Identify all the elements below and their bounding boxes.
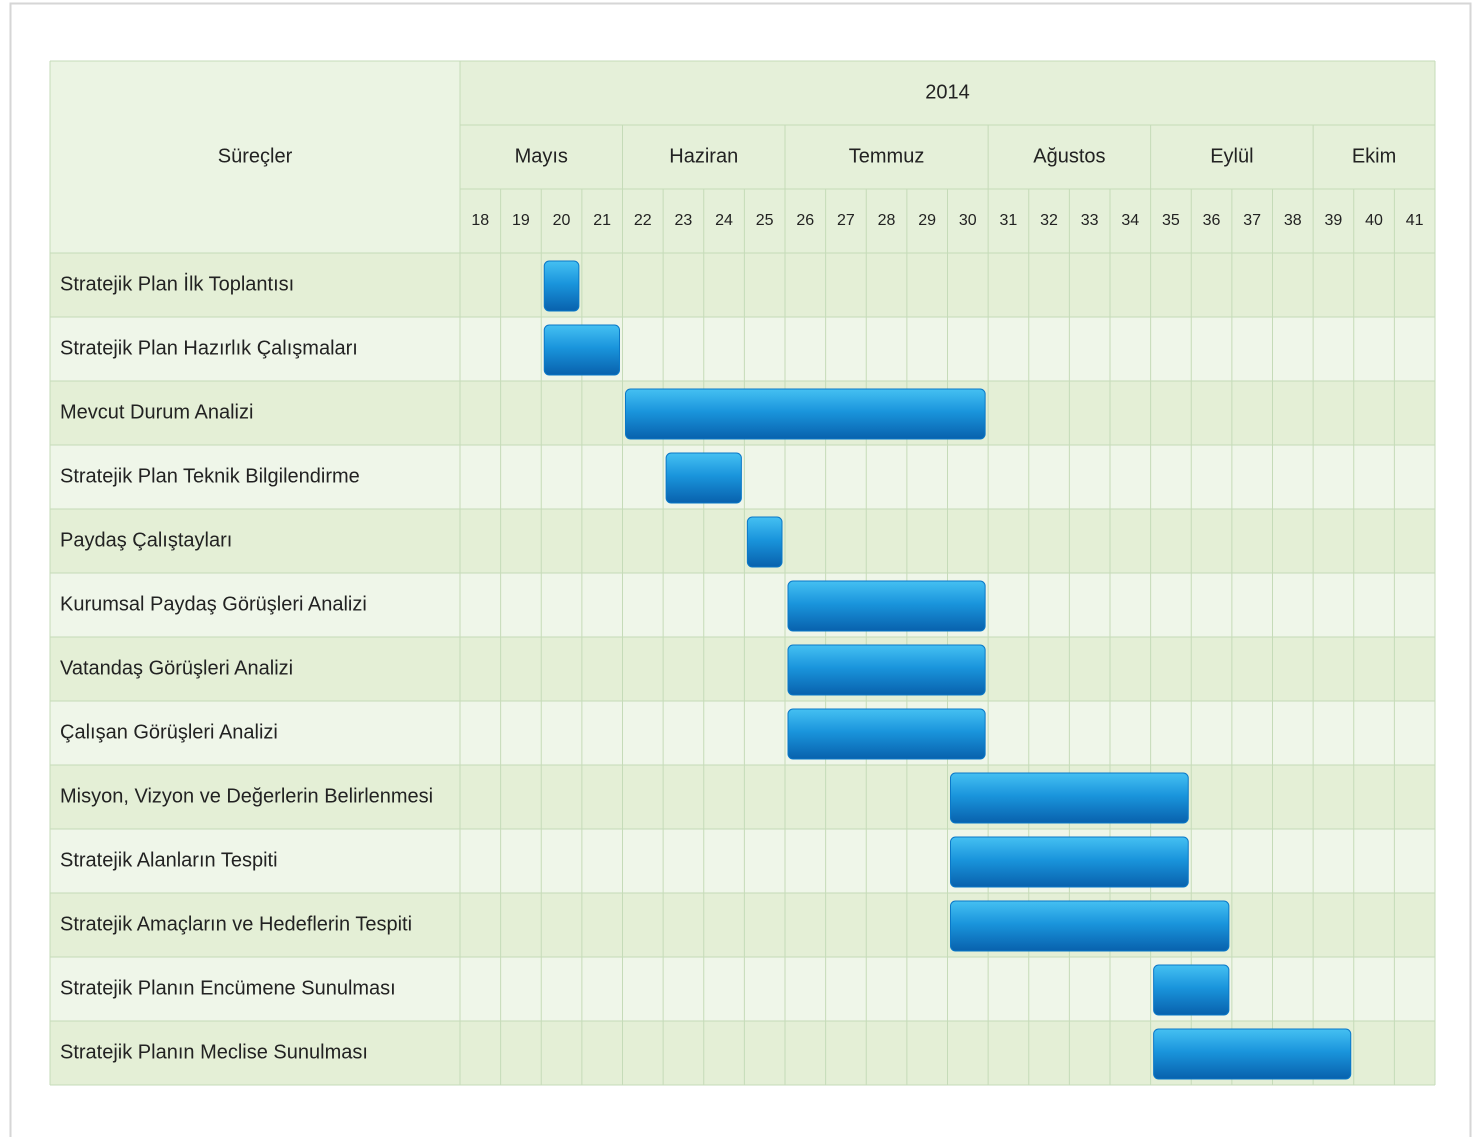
x-tick-label: 37	[1243, 212, 1261, 229]
month-label: Mayıs	[515, 145, 568, 167]
x-tick-label: 21	[593, 212, 611, 229]
x-tick-label: 41	[1406, 212, 1424, 229]
row-bg	[50, 829, 1435, 893]
x-tick-label: 23	[675, 212, 693, 229]
bar	[746, 516, 783, 568]
x-tick-label: 33	[1081, 212, 1099, 229]
bar	[950, 836, 1189, 888]
task-label: Kurumsal Paydaş Görüşleri Analizi	[60, 593, 367, 615]
task-label: Stratejik Alanların Tespiti	[60, 849, 278, 871]
task-label: Çalışan Görüşleri Analizi	[60, 721, 278, 743]
x-tick-label: 18	[471, 212, 489, 229]
x-tick-label: 38	[1284, 212, 1302, 229]
bar	[950, 772, 1189, 824]
row-bg	[50, 445, 1435, 509]
x-tick-label: 22	[634, 212, 652, 229]
x-tick-label: 28	[878, 212, 896, 229]
year-label: 2014	[925, 81, 970, 103]
bar	[1153, 964, 1230, 1016]
x-tick-label: 29	[918, 212, 936, 229]
task-label: Stratejik Plan Teknik Bilgilendirme	[60, 465, 360, 487]
task-label: Vatandaş Görüşleri Analizi	[60, 657, 293, 679]
month-label: Eylül	[1210, 145, 1253, 167]
bar	[543, 324, 620, 376]
task-label: Misyon, Vizyon ve Değerlerin Belirlenmes…	[60, 785, 433, 807]
task-label: Paydaş Çalıştayları	[60, 529, 232, 551]
frame	[9, 2, 1472, 1137]
task-label: Stratejik Amaçların ve Hedeflerin Tespit…	[60, 913, 412, 935]
task-label: Stratejik Planın Encümene Sunulması	[60, 977, 396, 999]
bar	[787, 708, 986, 760]
row-bg	[50, 701, 1435, 765]
x-tick-label: 31	[1000, 212, 1018, 229]
x-tick-label: 34	[1121, 212, 1139, 229]
row-bg	[50, 253, 1435, 317]
task-label: Stratejik Plan İlk Toplantısı	[60, 272, 294, 295]
bar	[543, 260, 580, 312]
month-label: Temmuz	[849, 145, 925, 167]
x-tick-label: 40	[1365, 212, 1383, 229]
month-label: Haziran	[669, 145, 738, 167]
x-tick-label: 27	[837, 212, 855, 229]
bar	[787, 580, 986, 632]
row-bg	[50, 637, 1435, 701]
x-tick-label: 20	[553, 212, 571, 229]
month-label: Ekim	[1352, 145, 1396, 167]
label-header-bg	[50, 61, 460, 253]
x-tick-label: 39	[1325, 212, 1343, 229]
row-bg	[50, 317, 1435, 381]
label-header: Süreçler	[218, 145, 293, 167]
row-bg	[50, 509, 1435, 573]
task-label: Stratejik Plan Hazırlık Çalışmaları	[60, 337, 358, 359]
x-tick-label: 19	[512, 212, 530, 229]
bar	[665, 452, 742, 504]
bar	[787, 644, 986, 696]
x-tick-label: 24	[715, 212, 733, 229]
row-bg	[50, 765, 1435, 829]
x-tick-label: 25	[756, 212, 774, 229]
task-label: Stratejik Planın Meclise Sunulması	[60, 1041, 368, 1063]
x-tick-label: 30	[959, 212, 977, 229]
task-label: Mevcut Durum Analizi	[60, 401, 253, 423]
x-tick-label: 26	[796, 212, 814, 229]
bar	[1153, 1028, 1352, 1080]
x-tick-label: 36	[1203, 212, 1221, 229]
x-tick-label: 32	[1040, 212, 1058, 229]
bar	[950, 900, 1230, 952]
bar	[625, 388, 986, 440]
row-bg	[50, 573, 1435, 637]
month-label: Ağustos	[1033, 145, 1105, 167]
x-tick-label: 35	[1162, 212, 1180, 229]
